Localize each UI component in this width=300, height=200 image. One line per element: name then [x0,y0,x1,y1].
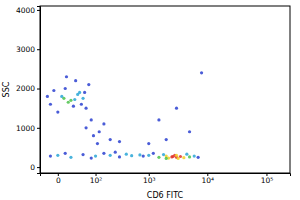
point [197,156,200,159]
x-axis-title: CD6 FITC [147,191,184,200]
point [188,155,191,158]
point [83,91,86,94]
point [84,126,87,129]
point [64,87,67,90]
y-tick-label: 0 [30,163,35,172]
point [118,155,121,158]
point [175,154,178,157]
point [90,118,93,121]
point [81,153,84,156]
point [109,138,112,141]
points [46,71,203,160]
point [80,103,83,106]
point [98,130,101,133]
point [147,142,150,145]
y-tick: 3000 [16,45,40,54]
point [49,155,52,158]
point [96,142,99,145]
point [67,101,70,104]
point [162,153,165,156]
point [188,130,191,133]
x-axis-line [41,174,291,177]
chart: 0 10² 10³ 10⁴ 10⁵ 0 1000 2000 3000 4000 CD6 FITC SS… [0,0,300,200]
y-axis-title: SSC [2,81,11,97]
x-tick: 0 [56,173,61,185]
point [157,118,160,121]
point [74,79,77,82]
x-tick-label: 10⁴ [202,176,215,185]
point [185,153,188,156]
x-tick: 10³ [143,173,156,185]
point [81,97,84,100]
point [142,155,145,158]
point [193,155,196,158]
y-tick: 2000 [16,84,40,93]
point [114,151,117,154]
point [152,152,155,155]
y-tick-label: 2000 [16,84,35,93]
y-axis: 0 1000 2000 3000 4000 [16,6,41,174]
point [200,71,203,74]
y-axis-line [37,7,41,174]
y-tick-mark [37,167,40,168]
point [165,157,168,160]
y-tick-mark [37,89,40,90]
y-tick-mark [37,10,40,11]
point [165,138,168,141]
x-tick-label: 10⁵ [261,176,274,185]
point [92,134,95,137]
point [130,154,133,157]
point [90,156,93,159]
y-tick-label: 4000 [16,6,35,15]
y-tick-mark [37,128,40,129]
point [56,154,59,157]
point [76,93,79,96]
plot-frame [40,6,290,173]
x-tick-label: 10² [90,176,103,185]
point [69,99,72,102]
y-tick-label: 1000 [16,124,35,133]
point [177,157,180,160]
y-tick-mark [37,49,40,50]
y-tick: 1000 [16,124,40,133]
point [52,89,55,92]
point [102,152,105,155]
y-tick: 0 [30,163,40,172]
x-tick-label: 0 [56,176,61,185]
point [157,156,160,159]
x-tick: 10² [90,173,103,185]
x-tick: 10⁵ [261,173,274,185]
point [138,153,141,156]
x-tick: 10⁴ [202,173,215,185]
point [65,75,68,78]
point [46,95,49,98]
point [147,154,150,157]
point [175,107,178,110]
point [56,110,59,113]
point [64,152,67,155]
point [72,105,75,108]
point [84,107,87,110]
y-tick-label: 3000 [16,45,35,54]
point [94,155,97,158]
point [118,140,121,143]
point [87,83,90,86]
point [125,153,128,156]
x-tick-label: 10³ [143,176,156,185]
point [73,98,76,101]
point [182,156,185,159]
point [49,103,52,106]
y-tick: 4000 [16,6,40,15]
x-axis: 0 10² 10³ 10⁴ 10⁵ [41,173,291,185]
point [102,122,105,125]
point [170,155,173,158]
point [69,156,72,159]
point [171,155,174,158]
point [62,97,65,100]
point [109,154,112,157]
